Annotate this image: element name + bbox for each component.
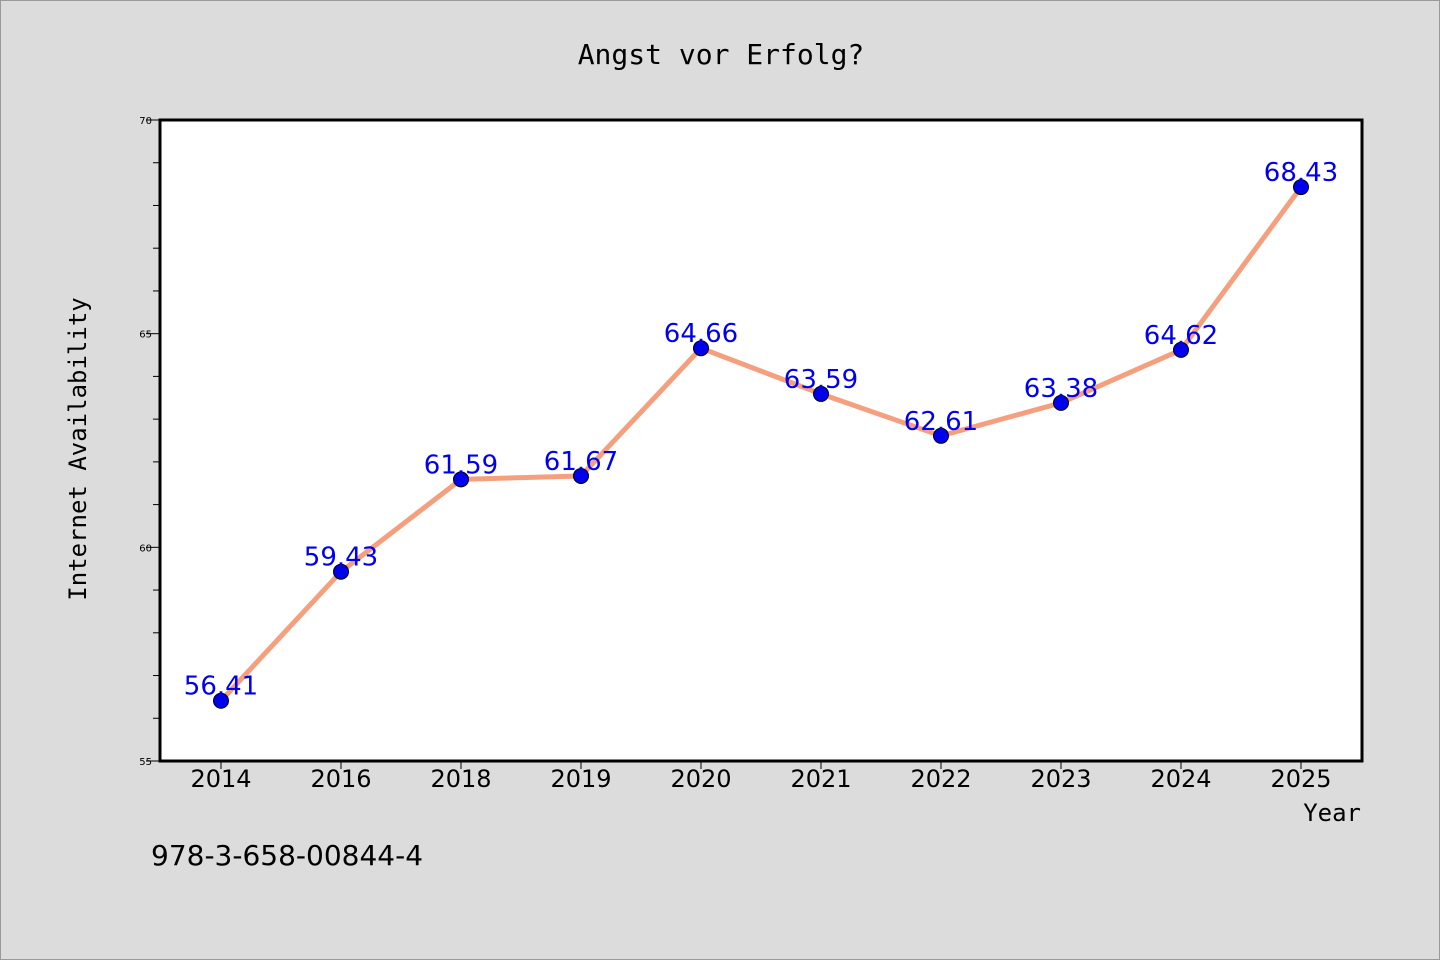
series-line	[218, 184, 1304, 704]
y-axis: 55 60 65 70	[139, 116, 160, 768]
data-label: 63.38	[1024, 374, 1098, 404]
data-point	[1293, 179, 1309, 196]
data-point	[333, 563, 349, 580]
data-point	[693, 340, 709, 357]
y-tick-label: 60	[139, 543, 152, 554]
plot-area	[158, 118, 1364, 763]
chart-title: Angst vor Erfolg?	[578, 38, 865, 71]
x-tick-label: 2022	[910, 765, 971, 793]
data-point	[1173, 341, 1189, 358]
x-tick-label: 2024	[1150, 765, 1211, 793]
data-point	[933, 427, 949, 444]
x-axis-label: Year	[1303, 799, 1361, 827]
data-point	[573, 467, 589, 484]
x-tick-label: 2020	[670, 765, 731, 793]
x-axis: 2014 2016 2018 2019 2020 2021 2022 2023 2024 2025	[190, 761, 1332, 793]
x-tick-label: 2025	[1270, 765, 1331, 793]
y-tick-label: 70	[139, 116, 152, 127]
data-label: 62.61	[904, 407, 978, 437]
data-label: 68.43	[1264, 158, 1338, 188]
data-point	[453, 471, 469, 488]
y-axis-label: Internet Availability	[64, 297, 92, 600]
data-label: 64.62	[1144, 321, 1218, 351]
x-tick-label: 2023	[1030, 765, 1091, 793]
data-label: 61.59	[424, 450, 498, 480]
x-tick-label: 2014	[190, 765, 251, 793]
data-point	[813, 385, 829, 402]
y-tick-label: 55	[139, 757, 152, 768]
data-label: 61.67	[544, 447, 618, 477]
series-line-group: 56.41 59.43 61.59 61.67 64.66 63.59 62.61 63.38…	[184, 158, 1338, 709]
x-tick-label: 2019	[550, 765, 611, 793]
isbn-text: 978-3-658-00844-4	[151, 839, 423, 872]
data-label: 59.43	[304, 543, 378, 573]
data-point	[1053, 394, 1069, 411]
data-label: 63.59	[784, 365, 858, 395]
data-label: 64.66	[664, 319, 738, 349]
y-tick-label: 65	[139, 330, 152, 341]
data-point	[213, 692, 229, 709]
data-label: 56.41	[184, 672, 258, 702]
x-tick-label: 2021	[790, 765, 851, 793]
x-tick-label: 2016	[310, 765, 371, 793]
x-tick-label: 2018	[430, 765, 491, 793]
